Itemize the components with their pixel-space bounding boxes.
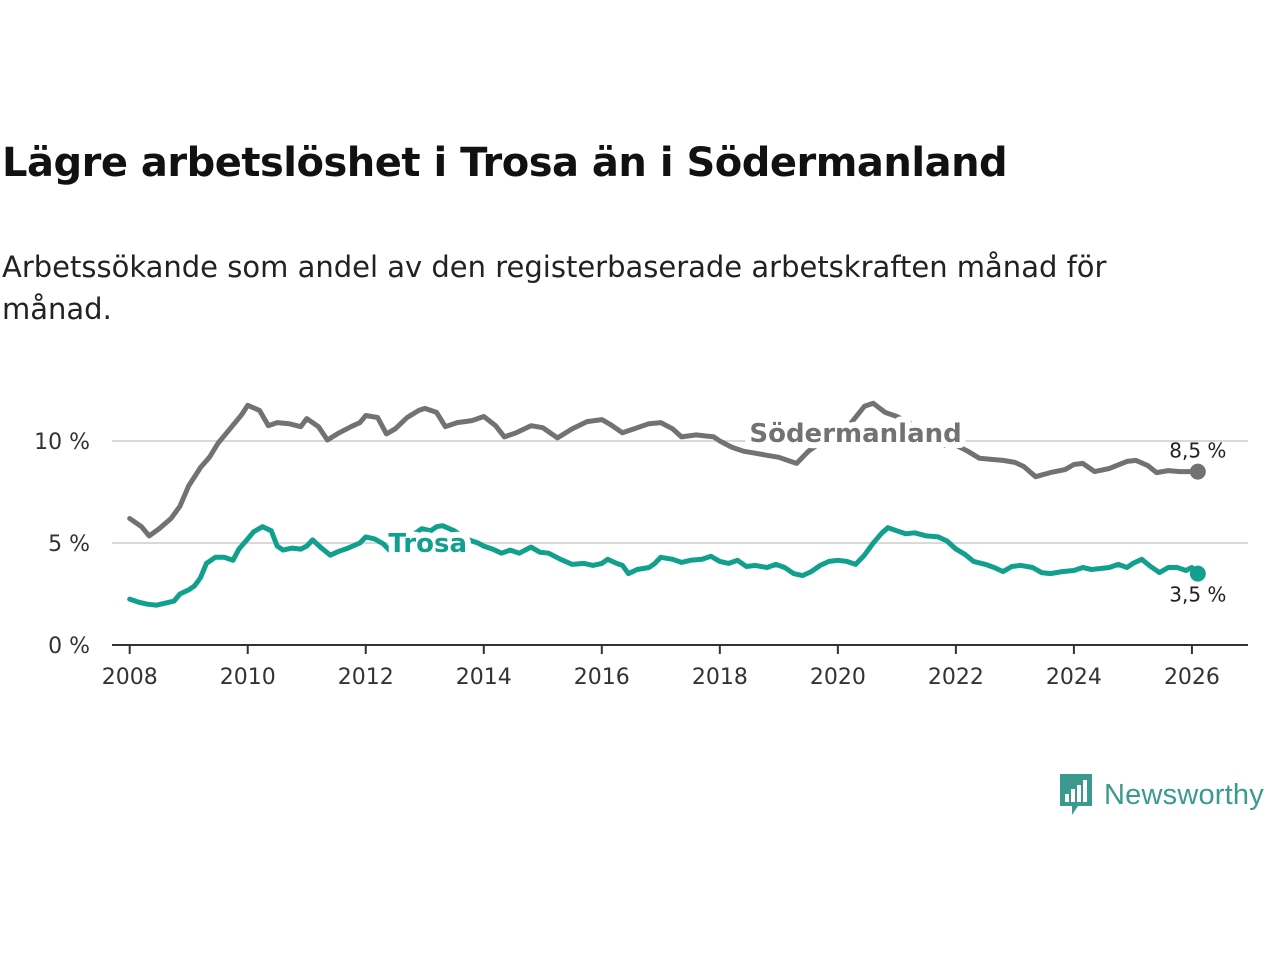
end-label-trosa: 3,5 % bbox=[1169, 583, 1226, 607]
y-tick-label-5: 5 % bbox=[48, 532, 90, 557]
x-tick-label-2016: 2016 bbox=[574, 665, 630, 690]
end-marker-s-dermanland bbox=[1189, 463, 1206, 480]
newsworthy-logo-icon bbox=[1060, 774, 1092, 815]
x-tick-label-2010: 2010 bbox=[220, 665, 276, 690]
series-label-s-dermanland: Södermanland bbox=[749, 419, 961, 449]
x-tick-label-2022: 2022 bbox=[928, 665, 984, 690]
chart-subtitle: Arbetssökande som andel av den registerb… bbox=[2, 250, 1107, 326]
x-tick-label-2014: 2014 bbox=[456, 665, 512, 690]
newsworthy-logo-text: Newsworthy bbox=[1104, 778, 1264, 811]
x-tick-label-2018: 2018 bbox=[692, 665, 748, 690]
x-tick-label-2026: 2026 bbox=[1164, 665, 1220, 690]
y-tick-label-0: 0 % bbox=[48, 634, 90, 659]
x-tick-label-2012: 2012 bbox=[338, 665, 394, 690]
x-tick-label-2024: 2024 bbox=[1046, 665, 1102, 690]
series-line-trosa bbox=[127, 523, 1201, 608]
series-label-trosa: Trosa bbox=[388, 529, 467, 559]
end-marker-trosa bbox=[1189, 565, 1206, 582]
end-label-s-dermanland: 8,5 % bbox=[1169, 439, 1226, 463]
x-tick-label-2020: 2020 bbox=[810, 665, 866, 690]
newsworthy-logo: Newsworthy bbox=[1058, 772, 1264, 818]
series-line-s-dermanland bbox=[127, 400, 1201, 539]
x-tick-label-2008: 2008 bbox=[102, 665, 158, 690]
y-tick-label-10: 10 % bbox=[34, 430, 90, 455]
chart-title: Lägre arbetslöshet i Trosa än i Söderman… bbox=[2, 140, 1008, 186]
